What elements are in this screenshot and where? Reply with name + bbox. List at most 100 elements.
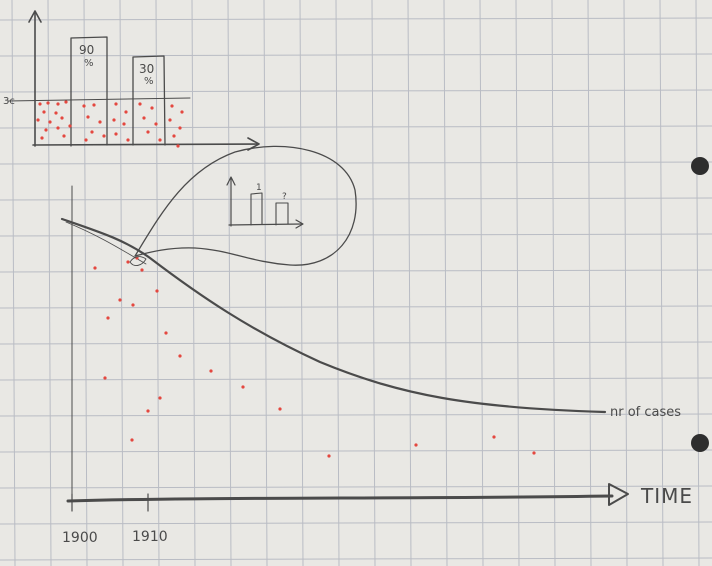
inset-x-arrowhead [295,219,304,229]
red-dot [138,102,142,106]
red-dot [170,104,174,108]
red-dot [114,102,118,106]
grid-line-horizontal [0,449,712,453]
grid-line-vertical [551,0,556,566]
grid-line-vertical [191,0,196,566]
grid-line-horizontal [0,341,712,345]
bar-1 [70,36,108,147]
red-dot [118,298,122,302]
time-axis-arrowhead [608,483,629,506]
grid-line-horizontal [0,233,712,237]
red-dot [327,454,331,458]
grid-line-horizontal [0,161,712,165]
grid-line-horizontal [0,53,712,57]
red-dot [38,102,42,106]
red-dot [36,118,40,122]
red-dot [112,118,116,122]
red-dot [130,438,134,442]
grid-line-horizontal [0,17,712,21]
grid-line-vertical [155,0,160,566]
grid-line-horizontal [0,125,712,129]
grid-line-vertical [623,0,628,566]
grid-line-vertical [47,0,52,566]
time-axis [66,494,614,503]
red-dot [126,138,130,142]
grid-line-vertical [371,0,376,566]
top-bar-chart: 3c 90 % 30 % [3,10,260,151]
grid-line-vertical [263,0,268,566]
bar-1-unit: % [84,58,94,69]
red-dot [532,451,536,455]
grid-line-horizontal [0,89,712,93]
red-dot [126,260,130,264]
inset-x-axis [228,223,303,226]
red-dot [414,443,418,447]
binder-hole-bottom [691,434,709,452]
bar-2 [132,55,166,146]
grid-line-vertical [227,0,232,566]
cases-curve [60,217,607,414]
bar-1-label: 90 [79,43,94,57]
red-dot [154,122,158,126]
x-axis-label: TIME [640,484,693,508]
grid-line-vertical [443,0,448,566]
red-dot [90,130,94,134]
red-dot [180,110,184,114]
red-dot [241,385,245,389]
red-dot [158,396,162,400]
zoom-point-marker [129,256,147,266]
binder-hole-top [691,157,709,175]
tick-label-1910: 1910 [132,529,168,545]
top-chart-x-axis [32,143,259,146]
grid-line-vertical [299,0,304,566]
red-dot [122,122,126,126]
bar-2-label: 30 [139,62,154,76]
red-dot [155,289,159,293]
grid-line-vertical [695,0,700,566]
grid-line-horizontal [0,485,712,489]
grid-line-horizontal [0,305,712,309]
red-dot [44,128,48,132]
top-chart-red-dots [36,100,184,148]
top-chart-y-arrowhead [28,10,42,23]
red-dot [62,134,66,138]
grid-line-horizontal [0,377,712,381]
red-dot [92,103,96,107]
red-dot [114,132,118,136]
main-chart-red-dots [93,256,536,458]
grid-line-vertical [119,0,124,566]
red-dot [146,130,150,134]
red-dot [42,110,46,114]
red-dot [98,120,102,124]
cases-curve-shadow [65,221,147,265]
red-dot [140,268,144,272]
red-dot [102,134,106,138]
grid-line-horizontal [0,557,712,561]
main-chart: 1900 1910 TIME nr of cases [60,185,693,546]
red-dot [106,316,110,320]
bar-2-unit: % [144,76,154,87]
red-dot [68,124,72,128]
red-dot [48,120,52,124]
inset-bar-2-label: ? [282,192,287,202]
red-dot [164,331,168,335]
grid-line-vertical [335,0,340,566]
red-dot [46,101,50,105]
red-dot [103,376,107,380]
grid-line-horizontal [0,269,712,273]
red-dot [178,126,182,130]
red-dot [86,115,90,119]
red-dot [64,100,68,104]
threshold-label: 3c [3,96,15,107]
zoom-bubble [134,145,357,266]
inset-bar-1-label: 1 [256,183,262,193]
grid-line-vertical [83,0,88,566]
red-dot [131,303,135,307]
red-dot [178,354,182,358]
grid-line-vertical [11,0,16,566]
red-dot [82,104,86,108]
zoom-callout: 1 ? [129,145,357,266]
inset-bar-2 [275,202,289,226]
